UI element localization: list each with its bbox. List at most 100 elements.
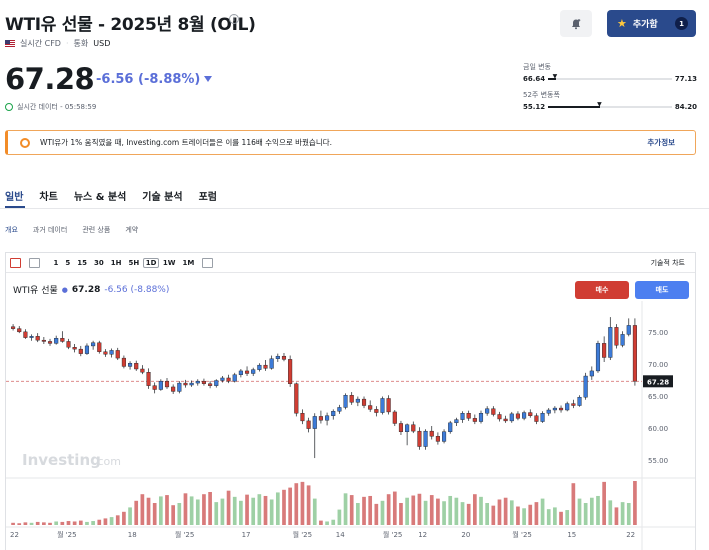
candle-body (620, 334, 625, 346)
tab-forum[interactable]: 포럼 (198, 192, 217, 203)
volume-bar (35, 521, 40, 525)
volume-bar (128, 507, 132, 525)
add-to-watchlist-button[interactable]: ★ 추가함 1 (607, 10, 696, 37)
sell-button[interactable]: 매수 (575, 281, 629, 299)
timeframe-5h[interactable]: 5H (128, 258, 140, 267)
volume-bar (158, 496, 163, 525)
candle-body (571, 403, 576, 406)
volume-bar (306, 485, 311, 525)
candle-body (411, 424, 416, 432)
candle-body (152, 385, 157, 390)
candle-body (448, 422, 453, 432)
candle-body (331, 411, 336, 416)
candle-body (275, 355, 280, 359)
subtab-overview[interactable]: 개요 (5, 226, 18, 234)
timeframe-1h[interactable]: 1H (110, 258, 122, 267)
candle-body (47, 341, 53, 344)
tab-technical[interactable]: 기술 분석 (142, 192, 183, 203)
tab-chart[interactable]: 차트 (39, 192, 58, 203)
candle-body (595, 343, 601, 372)
candle-body (171, 386, 176, 392)
x-tick-label: 월 '25 (383, 530, 403, 539)
candle-body (429, 430, 434, 437)
volume-bar (565, 510, 570, 525)
candlestick-type-icon[interactable] (10, 257, 21, 268)
volume-bar (454, 497, 459, 525)
timeframe-1mo[interactable]: 1M (182, 258, 195, 267)
candle-body (251, 369, 256, 374)
timeframe-30m[interactable]: 30 (94, 258, 104, 267)
candle-body (91, 342, 96, 347)
volume-bar (485, 503, 490, 525)
currency-label: 통화 (73, 39, 89, 48)
subtab-historical[interactable]: 과거 데이터 (32, 226, 68, 234)
candle-body (534, 415, 539, 422)
candle-body (398, 423, 404, 432)
meta-separator: · (65, 39, 69, 48)
volume-bar (528, 504, 533, 525)
candlestick-chart[interactable]: 75.00 70.00 65.00 60.00 55.00 Investing.com 67… (6, 301, 695, 550)
clock-icon (5, 103, 13, 111)
volume-bar (239, 500, 243, 525)
candle-body (355, 398, 360, 403)
candle-body (41, 339, 46, 342)
realtime-label: 실시간 CFD (20, 39, 61, 48)
subtab-related[interactable]: 관련 상품 (82, 226, 111, 234)
candle-body (380, 398, 385, 413)
volume-bar (282, 489, 286, 525)
candle-body (66, 341, 71, 348)
volume-bar (442, 501, 446, 525)
x-tick-label: 18 (128, 531, 137, 539)
timeframe-5m[interactable]: 5 (65, 258, 71, 267)
volume-bar (257, 494, 262, 525)
volume-bar (608, 500, 613, 525)
candle-body (269, 358, 274, 369)
info-icon[interactable]: i (229, 14, 239, 24)
volume-bar (491, 505, 496, 525)
candle-body (503, 418, 508, 422)
legend-change: -6.56 (-8.88%) (104, 284, 170, 295)
volume-bar (165, 495, 169, 525)
candle-body (577, 396, 582, 406)
candle-body (72, 347, 77, 350)
timeframe-1m[interactable]: 1 (53, 258, 59, 267)
timeframe-1w[interactable]: 1W (162, 258, 176, 267)
week52-low: 55.12 (523, 103, 546, 111)
candle-body (608, 327, 613, 358)
candle-body (558, 407, 564, 411)
calendar-icon[interactable] (201, 257, 213, 268)
volume-bar (288, 487, 292, 525)
x-tick-label: 22 (10, 531, 19, 539)
page-title: WTI유 선물 - 2025년 8월 (OIL) (5, 15, 256, 35)
x-tick-label: 14 (336, 531, 345, 539)
buy-button[interactable]: 매도 (635, 281, 689, 299)
promo-more-link[interactable]: 추가정보 (647, 138, 675, 147)
volume-bar (23, 522, 28, 525)
volume-bar (85, 521, 89, 525)
technical-chart-link[interactable]: 기술적 차트 (650, 258, 685, 267)
candle-body (84, 345, 90, 354)
timeframe-1d[interactable]: 1D (142, 257, 160, 268)
volume-bar (589, 497, 594, 525)
candle-body (392, 411, 397, 424)
candle-body (306, 420, 311, 429)
currency-value: USD (93, 39, 111, 48)
volume-bar (534, 502, 539, 525)
tab-general[interactable]: 일반 (5, 192, 24, 203)
candle-body (318, 416, 323, 421)
x-tick-label: 17 (242, 531, 251, 539)
tab-news[interactable]: 뉴스 & 분석 (73, 192, 127, 203)
day-range-marker-icon: ▼ (552, 73, 558, 80)
investing-watermark-logo: Investing (22, 451, 101, 469)
candle-body (288, 359, 293, 384)
subtab-contracts[interactable]: 계약 (125, 226, 139, 234)
candle-body (583, 375, 588, 398)
create-alert-button[interactable] (560, 10, 592, 37)
volume-bar (466, 503, 471, 525)
area-type-icon[interactable] (29, 257, 40, 268)
candle-body (164, 380, 170, 388)
timeframe-15m[interactable]: 15 (77, 258, 87, 267)
candle-body (238, 370, 243, 375)
volume-bar (78, 520, 83, 525)
candle-body (460, 413, 465, 420)
